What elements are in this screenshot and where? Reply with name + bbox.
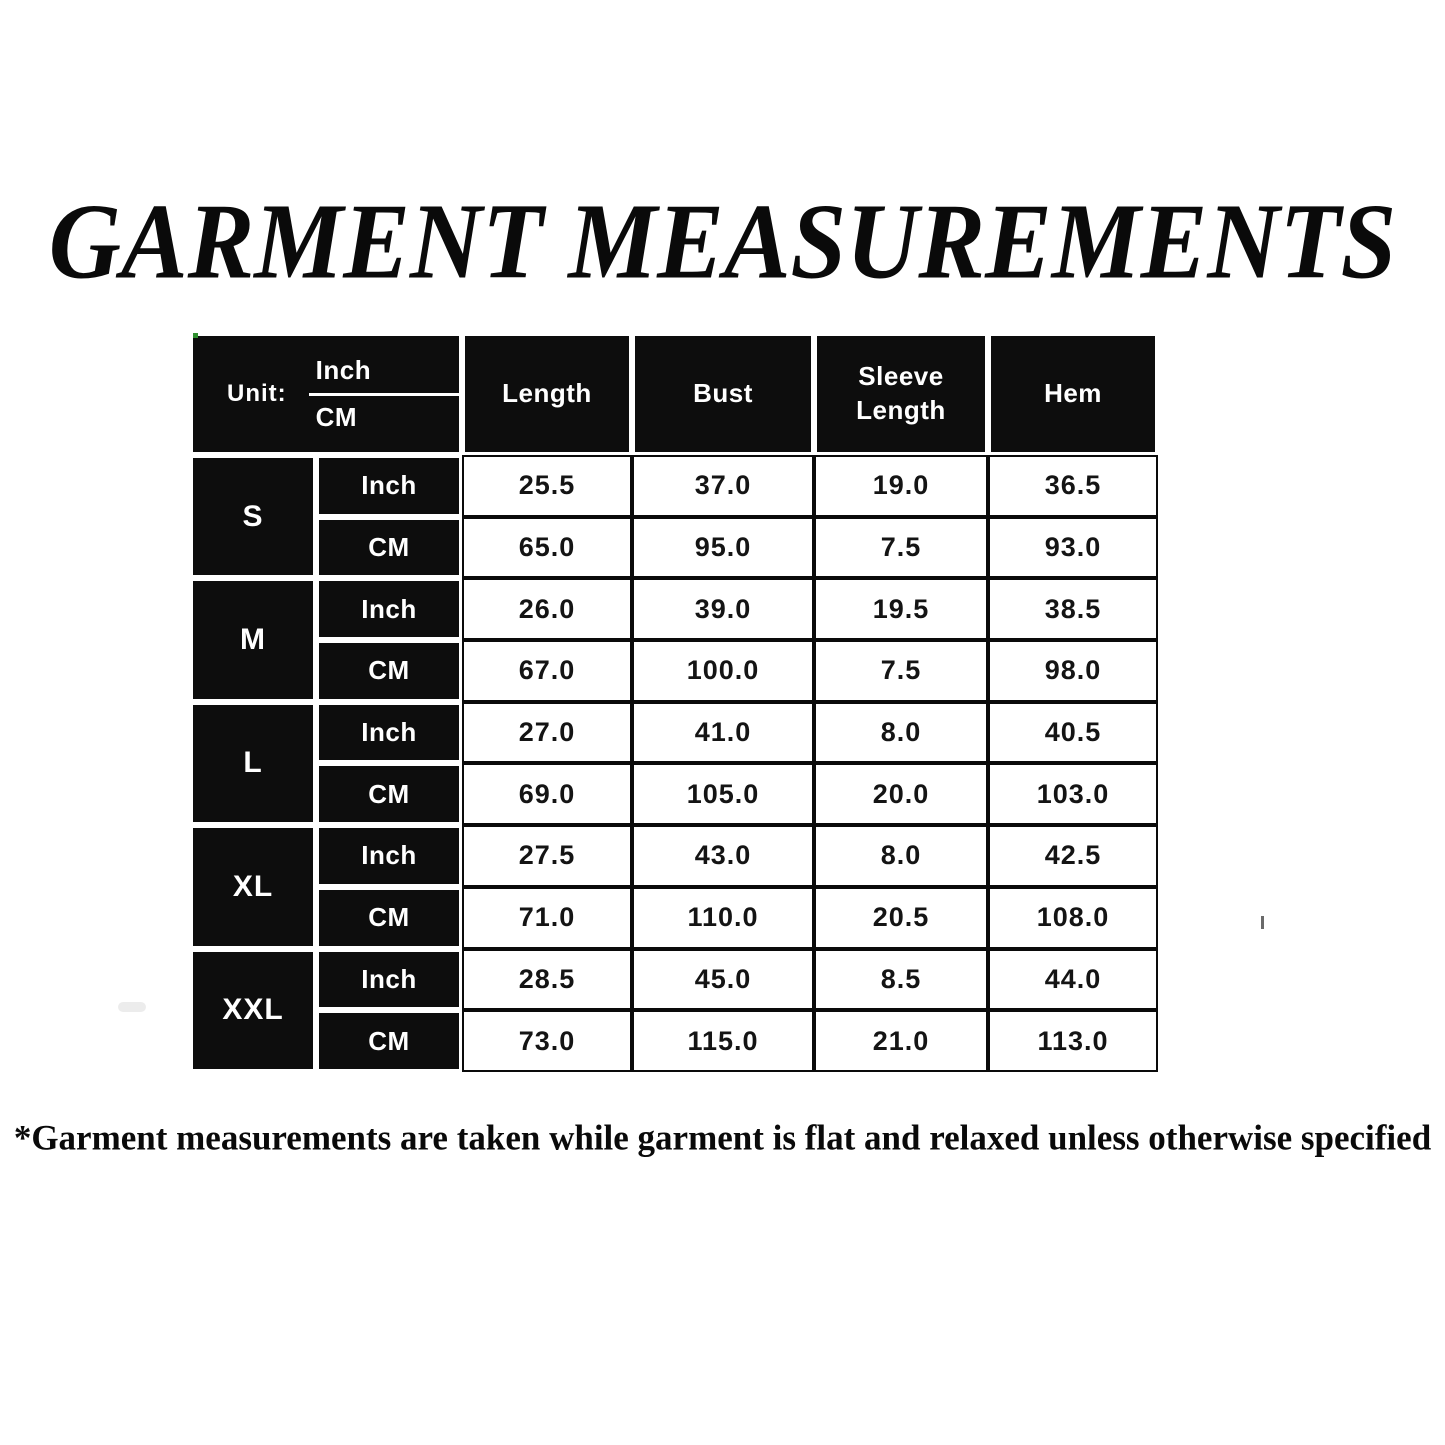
value-cell: 73.0 — [462, 1010, 632, 1072]
value-cell: 8.0 — [814, 825, 988, 887]
row-unit-inch: Inch — [319, 828, 459, 884]
value-cell: 43.0 — [632, 825, 814, 887]
unit-cm-label: CM — [315, 402, 358, 432]
row-unit-inch: Inch — [319, 951, 459, 1008]
column-header-sleeve-length: Sleeve Length — [817, 336, 985, 452]
value-cell: 113.0 — [988, 1010, 1158, 1072]
value-cell: 37.0 — [632, 455, 814, 517]
column-header-hem: Hem — [991, 336, 1155, 452]
value-cell: 25.5 — [462, 455, 632, 517]
scan-artifact-tick — [1261, 916, 1264, 929]
value-cell: 103.0 — [988, 763, 1158, 826]
value-cell: 21.0 — [814, 1010, 988, 1072]
value-cell: 41.0 — [632, 701, 814, 764]
size-label-xxl: XXL — [193, 951, 313, 1069]
row-unit-inch: Inch — [319, 704, 459, 761]
value-cell: 65.0 — [462, 516, 632, 579]
value-cell: 39.0 — [632, 578, 814, 641]
value-cell: 93.0 — [988, 516, 1158, 579]
value-cell: 42.5 — [988, 825, 1158, 887]
value-cell: 110.0 — [632, 886, 814, 949]
value-cell: 40.5 — [988, 701, 1158, 764]
size-label-s: S — [193, 458, 313, 576]
value-cell: 7.5 — [814, 640, 988, 702]
row-unit-inch: Inch — [319, 581, 459, 638]
row-unit-cm: CM — [319, 766, 459, 823]
value-cell: 98.0 — [988, 640, 1158, 702]
value-cell: 8.5 — [814, 948, 988, 1011]
unit-inch-label: Inch — [308, 355, 459, 396]
value-cell: 67.0 — [462, 640, 632, 702]
size-label-xl: XL — [193, 828, 313, 946]
value-cell: 26.0 — [462, 578, 632, 641]
row-unit-inch: Inch — [319, 458, 459, 514]
value-cell: 27.5 — [462, 825, 632, 887]
value-cell: 20.5 — [814, 886, 988, 949]
unit-label: Unit: — [227, 380, 287, 407]
row-unit-cm: CM — [319, 1013, 459, 1069]
value-cell: 71.0 — [462, 886, 632, 949]
value-cell: 8.0 — [814, 701, 988, 764]
size-label-m: M — [193, 581, 313, 699]
value-cell: 28.5 — [462, 948, 632, 1011]
measurement-footnote: *Garment measurements are taken while ga… — [13, 1117, 1432, 1158]
value-cell: 108.0 — [988, 886, 1158, 949]
value-cell: 36.5 — [988, 455, 1158, 517]
value-cell: 105.0 — [632, 763, 814, 826]
unit-fraction: Inch CM — [308, 355, 459, 433]
row-unit-cm: CM — [319, 889, 459, 946]
value-cell: 7.5 — [814, 516, 988, 579]
size-label-l: L — [193, 704, 313, 823]
row-unit-cm: CM — [319, 519, 459, 576]
value-cell: 19.5 — [814, 578, 988, 641]
value-cell: 44.0 — [988, 948, 1158, 1011]
value-cell: 20.0 — [814, 763, 988, 826]
scan-artifact-green-dot — [193, 333, 198, 338]
value-cell: 38.5 — [988, 578, 1158, 641]
value-cell: 95.0 — [632, 516, 814, 579]
column-header-length: Length — [465, 336, 629, 452]
value-cell: 27.0 — [462, 701, 632, 764]
measurements-table: Unit: Inch CM Length Bust Sleeve Length … — [190, 333, 1158, 1072]
scan-artifact-smudge — [118, 1002, 146, 1012]
page-title: GARMENT MEASUREMENTS — [48, 181, 1397, 302]
value-cell: 45.0 — [632, 948, 814, 1011]
row-unit-cm: CM — [319, 643, 459, 699]
value-cell: 100.0 — [632, 640, 814, 702]
unit-header-cell: Unit: Inch CM — [193, 336, 459, 452]
value-cell: 69.0 — [462, 763, 632, 826]
column-header-bust: Bust — [635, 336, 811, 452]
value-cell: 19.0 — [814, 455, 988, 517]
value-cell: 115.0 — [632, 1010, 814, 1072]
